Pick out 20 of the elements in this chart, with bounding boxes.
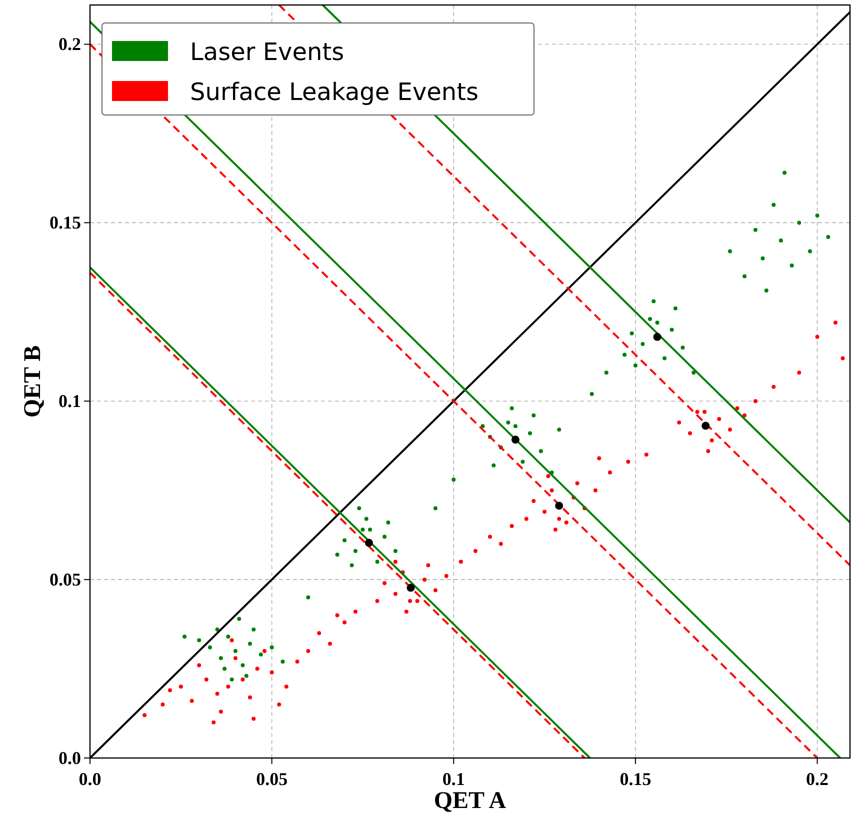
point [702, 422, 710, 430]
point [653, 332, 662, 341]
x-tick-label: 0.1 [442, 769, 465, 789]
x-tick-label: 0.15 [620, 769, 652, 789]
y-tick-label: 0.15 [50, 212, 81, 232]
point [511, 436, 520, 444]
x-tick-label: 0.2 [806, 769, 829, 789]
y-tick-label: 0.1 [58, 390, 81, 411]
point [406, 584, 415, 592]
y-tick-label: 0.2 [58, 34, 81, 54]
point [555, 502, 564, 510]
x-tick-label: 0.0 [78, 769, 102, 789]
point [364, 538, 373, 547]
x-axis-title: QET A [434, 788, 507, 814]
y-tick-label: 0.0 [58, 748, 81, 768]
legend-label: Laser Events [190, 38, 344, 66]
x-tick-label: 0.05 [256, 769, 288, 789]
y-tick-label: 0.05 [50, 569, 81, 590]
y-axis-title: QET B [20, 345, 46, 418]
legend-label: Surface Leakage Events [190, 78, 479, 106]
